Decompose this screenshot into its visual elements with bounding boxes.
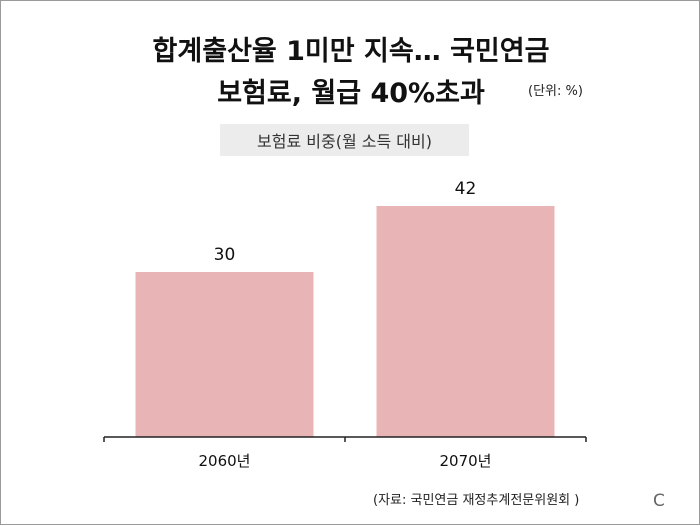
bar-value-label-1: 30 xyxy=(214,245,236,265)
source-note: (자료: 국민연금 재정추계전문위원회 ) xyxy=(373,493,580,508)
bar-value-label-2: 42 xyxy=(455,179,477,199)
unit-label: (단위: %) xyxy=(528,84,583,99)
chart-title-line2: 보험료, 월급 40%초과 xyxy=(217,78,485,109)
bar-1 xyxy=(135,272,314,437)
chart-subtitle-text: 보험료 비중(월 소득 대비) xyxy=(257,132,432,151)
x-tick-label-2: 2070년 xyxy=(440,452,492,470)
x-tick-label-1: 2060년 xyxy=(199,452,251,470)
chart-title-line1: 합계출산율 1미만 지속… 국민연금 xyxy=(152,36,550,67)
brand-logo: C xyxy=(653,491,665,511)
bar-2 xyxy=(376,206,555,437)
chart-subtitle: 보험료 비중(월 소득 대비) xyxy=(220,124,469,156)
chart-title: 합계출산율 1미만 지속… 국민연금 보험료, 월급 40%초과 xyxy=(1,31,700,115)
